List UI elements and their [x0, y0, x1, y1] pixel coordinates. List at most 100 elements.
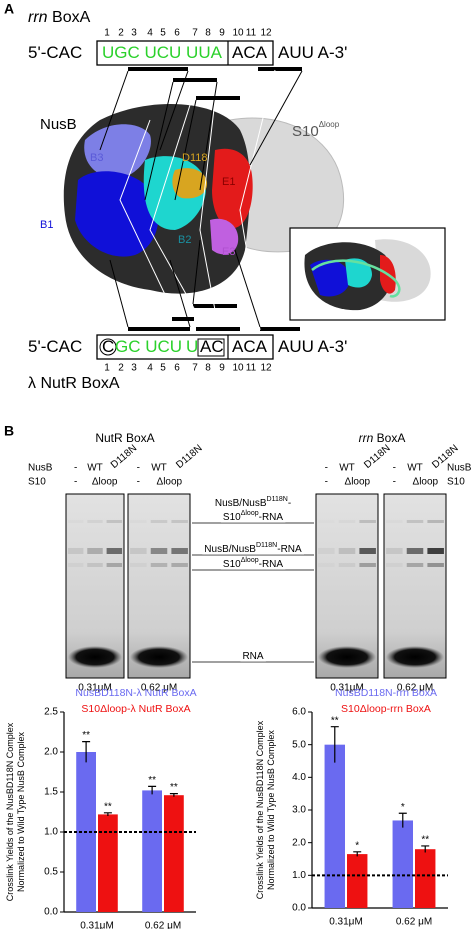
complex-band [318, 520, 335, 523]
lane-label: - [325, 477, 328, 488]
complex-band [171, 520, 188, 523]
y-tick-label: 1.5 [44, 787, 58, 798]
label-part: -RNA [259, 512, 284, 523]
complex-band [338, 548, 356, 554]
complex-band [338, 520, 356, 523]
sequence-title: rrn BoxA [28, 9, 91, 26]
complex-band [171, 563, 188, 567]
position-numbers: 1 2 3 4 5 6 7 8 9 10 11 12 [104, 28, 272, 39]
significance-label: * [355, 840, 359, 851]
complex-band [130, 563, 147, 567]
label-part: NusB/NusB [215, 498, 267, 509]
seq-ac: AC [200, 337, 224, 356]
position-number: 9 [219, 28, 225, 39]
position-number: 11 [246, 363, 257, 374]
band-label: S10Δloop-RNA [223, 510, 283, 523]
position-number: 7 [192, 28, 198, 39]
y-tick-label: 4.0 [292, 772, 306, 783]
complex-band [68, 520, 83, 523]
lane-label: - [74, 463, 77, 474]
concentration: 0.62 μM [397, 683, 433, 694]
label-e1: E1 [222, 176, 235, 188]
band-label: RNA [242, 651, 263, 662]
label-part: D118N [256, 542, 277, 549]
label-d118: D118 [182, 152, 207, 164]
protein-structure [63, 69, 345, 331]
complex-band [386, 563, 403, 567]
position-number: 1 [104, 28, 110, 39]
complex-band [87, 520, 103, 523]
significance-label: ** [82, 730, 90, 741]
rna-band [318, 646, 376, 668]
label-backing [240, 650, 266, 662]
significance-label: ** [421, 835, 429, 846]
seq-suffix: AUU A-3' [278, 43, 347, 62]
complex-band [318, 548, 335, 554]
contact-bars [128, 67, 302, 331]
title-text: BoxA [52, 9, 91, 26]
position-number: 11 [246, 28, 257, 39]
lane-label: - [393, 477, 396, 488]
bar [324, 744, 345, 908]
legend-entry: NusBD118N-rrn BoxA [335, 687, 437, 699]
label-part: -RNA [259, 559, 284, 570]
rna-band [68, 646, 122, 668]
complex-band [406, 563, 424, 567]
sequence-title: λ NutR BoxA [28, 375, 120, 392]
label-s10: S10Δloop [292, 120, 340, 140]
sequence: 5'-CAC CGC UCU U AC ACA AUU A-3' [28, 337, 347, 356]
band-label: NusB/NusBD118N- [215, 496, 291, 509]
bar [415, 849, 436, 908]
position-number: 5 [160, 363, 166, 374]
label-backing [220, 509, 286, 523]
y-tick-label: 1.0 [292, 870, 306, 881]
complex-band [106, 520, 123, 523]
position-number: 6 [174, 363, 180, 374]
label-part: Δloop [241, 510, 259, 517]
complex-band [338, 563, 356, 567]
complex-band [386, 548, 403, 554]
error-bar [398, 812, 407, 828]
band-label: NusB/NusBD118N-RNA [204, 542, 302, 555]
lane-label: D118N [362, 443, 392, 471]
lane-label: Δloop [345, 477, 371, 488]
sequence-box [96, 40, 274, 66]
position-number: 12 [260, 28, 272, 39]
y-label-line: Crosslink Yields of the NusBD118N Comple… [255, 720, 265, 899]
lane-label: WT [339, 463, 355, 474]
position-number: 4 [147, 363, 153, 374]
lane-label: - [393, 463, 396, 474]
label-part: RNA [242, 651, 263, 662]
band-labels: NusB/NusBD118N-S10Δloop-RNANusB/NusBD118… [192, 495, 314, 663]
position-number: 7 [192, 363, 198, 374]
complex-band [67, 548, 84, 554]
rna-band [386, 646, 444, 668]
row-label: NusB [447, 463, 472, 474]
complex-band [171, 548, 188, 554]
position-number: 8 [205, 363, 211, 374]
error-bar [103, 812, 112, 816]
complex-band [386, 520, 403, 523]
error-bar [330, 726, 339, 763]
significance-label: ** [104, 801, 112, 812]
label-b2: B2 [178, 234, 191, 246]
position-number: 5 [160, 28, 166, 39]
row-label: S10 [28, 477, 46, 488]
bar [142, 790, 162, 912]
title-text: BoxA [377, 431, 406, 445]
x-tick-label: 0.31μM [329, 917, 363, 928]
panel-label: A [4, 1, 14, 17]
error-bar [148, 785, 157, 795]
x-tick-label: 0.62 μM [396, 917, 432, 928]
label-part: D118N [267, 496, 288, 503]
position-number: 1 [104, 363, 110, 374]
position-number: 8 [205, 28, 211, 39]
label-part: -RNA [277, 544, 302, 555]
label-b1: B1 [40, 219, 53, 231]
complex-band [130, 548, 147, 554]
lane-label: WT [87, 463, 103, 474]
position-number: 2 [118, 28, 124, 39]
y-axis-label: Crosslink Yields of the NusBD118N Comple… [255, 720, 276, 899]
seq-boxed: ACA [232, 43, 268, 62]
